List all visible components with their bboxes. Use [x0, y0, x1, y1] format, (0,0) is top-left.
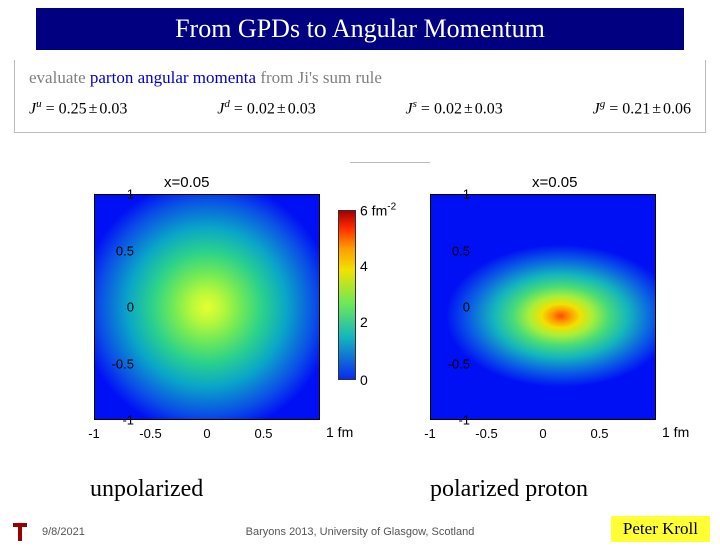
plot-left-xunit: 1 fm [326, 424, 353, 440]
x-tick: 0.5 [254, 426, 272, 441]
formula-row: Ju = 0.25±0.03 Jd = 0.02±0.03 Js = 0.02±0.… [29, 98, 691, 118]
colorbar-tick: 4 [360, 258, 368, 274]
x-tick: 0.5 [590, 426, 608, 441]
y-tick: 0 [127, 300, 134, 315]
y-tick: 1 [463, 187, 470, 202]
colorbar-tick: 0 [360, 372, 368, 388]
formula-term: Ju = 0.25±0.03 [29, 98, 127, 118]
title-banner: From GPDs to Angular Momentum [36, 8, 684, 50]
y-tick: 1 [127, 187, 134, 202]
caption-right: polarized proton [430, 476, 588, 503]
rule-highlight: parton angular momenta [90, 68, 256, 87]
x-tick: -1 [88, 426, 100, 441]
x-tick: -0.5 [139, 426, 161, 441]
x-tick: -0.5 [475, 426, 497, 441]
sum-rule-box: evaluate parton angular momenta from Ji'… [14, 60, 706, 133]
y-tick: -0.5 [112, 356, 134, 371]
y-tick: -1 [122, 413, 134, 428]
colorbar [338, 210, 356, 380]
y-tick: -0.5 [448, 356, 470, 371]
x-tick: 0 [539, 426, 546, 441]
credit-box: Peter Kroll [611, 516, 710, 542]
plots-region: x=0.05 1 0.5 0 -0.5 -1 -1 -0.5 0 0.5 1 fm 6 fm-… [0, 176, 720, 476]
y-tick: -1 [458, 413, 470, 428]
formula-term: Js = 0.02±0.03 [406, 98, 503, 118]
x-tick: -1 [424, 426, 436, 441]
footer-venue: Baryons 2013, University of Glasgow, Sco… [246, 526, 475, 538]
y-tick: 0 [463, 300, 470, 315]
plot-left-xlabel: x=0.05 [164, 174, 209, 191]
y-tick: 0.5 [116, 243, 134, 258]
caption-left: unpolarized [90, 476, 203, 503]
formula-term: Jg = 0.21±0.06 [593, 98, 691, 118]
sum-rule-text: evaluate parton angular momenta from Ji'… [29, 68, 691, 88]
plot-right-xunit: 1 fm [662, 424, 689, 440]
footer-date: 9/8/2021 [42, 526, 85, 538]
divider [350, 162, 430, 163]
plot-right-xlabel: x=0.05 [532, 174, 577, 191]
y-tick: 0.5 [452, 243, 470, 258]
colorbar-tick: 6 fm-2 [360, 202, 396, 219]
rule-prefix: evaluate [29, 68, 90, 87]
x-tick: 0 [203, 426, 210, 441]
rule-suffix: from Ji's sum rule [256, 68, 382, 87]
formula-term: Jd = 0.02±0.03 [217, 98, 315, 118]
title-text: From GPDs to Angular Momentum [175, 14, 545, 43]
footer: 9/8/2021 Baryons 2013, University of Gla… [0, 518, 720, 546]
colorbar-tick: 2 [360, 314, 368, 330]
